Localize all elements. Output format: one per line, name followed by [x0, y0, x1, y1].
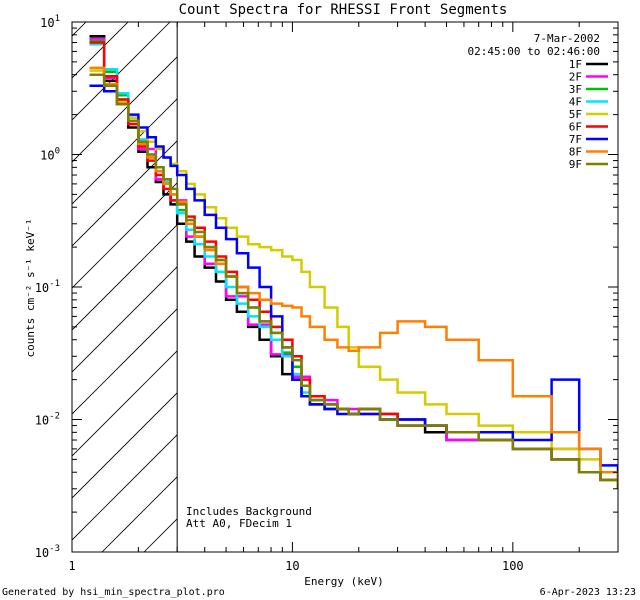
timestamp-label: 6-Apr-2023 13:23	[540, 587, 636, 598]
series-line-9f	[89, 73, 618, 489]
hatch-line	[72, 98, 178, 205]
x-axis-label: Energy (keV)	[304, 575, 383, 588]
x-axis: 1 10 100	[68, 22, 619, 573]
y-axis: 10-3 10-2 10-1 100 101	[35, 14, 618, 560]
legend-label-7f: 7F	[569, 133, 582, 146]
hatch-line	[72, 22, 129, 79]
hatch-line	[72, 22, 171, 121]
series-lines	[89, 35, 618, 489]
hatch-line	[72, 56, 178, 163]
series-line-8f	[89, 66, 618, 489]
hatch-line	[270, 0, 640, 552]
chart-title: Count Spectra for RHESSI Front Segments	[179, 2, 508, 18]
series-line-4f	[89, 42, 618, 489]
legend-label-6f: 6F	[569, 121, 582, 134]
hatch-line	[72, 350, 178, 457]
legend-label-5f: 5F	[569, 108, 582, 121]
series-line-3f	[89, 39, 618, 489]
series-line-7f	[89, 84, 618, 480]
hatch-line	[143, 518, 178, 552]
series-line-2f	[89, 37, 618, 489]
time-range-label: 02:45:00 to 02:46:00	[468, 45, 600, 58]
plot-frame	[71, 21, 619, 553]
hatch-line	[72, 434, 178, 541]
series-line-1f	[89, 35, 618, 489]
y-axis-label: counts cm⁻² s⁻¹ keV⁻¹	[24, 218, 37, 357]
y-tick-label: 10-2	[35, 412, 60, 428]
hatch-line	[72, 182, 178, 289]
date-label: 7-Mar-2002	[534, 32, 600, 45]
hatch-line	[72, 308, 178, 415]
y-tick-label: 10-1	[35, 279, 60, 295]
attenuator-note: Att A0, FDecim 1	[186, 517, 292, 530]
hatch-line	[0, 0, 114, 552]
x-tick-label: 10	[285, 559, 299, 573]
hatch-line	[72, 266, 178, 373]
y-tick-label: 100	[40, 147, 60, 163]
legend-label-3f: 3F	[569, 83, 582, 96]
hatch-line	[72, 392, 178, 499]
legend-label-1f: 1F	[569, 58, 582, 71]
hatch-line	[101, 476, 178, 552]
x-tick-label: 1	[68, 559, 75, 573]
generated-by-label: Generated by hsi_min_spectra_plot.pro	[2, 587, 225, 598]
x-tick-label: 100	[502, 559, 524, 573]
legend-label-8f: 8F	[569, 146, 582, 159]
hatch-region	[0, 0, 640, 552]
y-tick-label: 101	[40, 14, 60, 30]
series-line-5f	[89, 69, 618, 489]
background-note: Includes Background	[186, 505, 312, 518]
hatch-line	[72, 224, 178, 331]
legend-label-2f: 2F	[569, 71, 582, 84]
legend-label-9f: 9F	[569, 158, 582, 171]
legend-label-4f: 4F	[569, 96, 582, 109]
y-tick-label: 10-3	[35, 544, 60, 560]
